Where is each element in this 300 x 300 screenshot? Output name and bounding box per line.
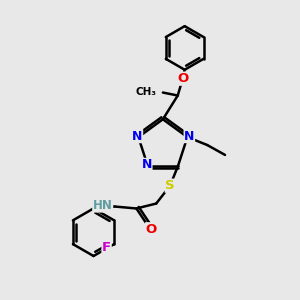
Text: CH₃: CH₃ (136, 86, 157, 97)
Text: O: O (146, 223, 157, 236)
Text: S: S (165, 179, 175, 192)
Text: HN: HN (93, 199, 112, 212)
Text: N: N (184, 130, 194, 142)
Text: F: F (102, 241, 111, 254)
Text: N: N (132, 130, 142, 142)
Text: O: O (177, 72, 188, 85)
Text: N: N (142, 158, 152, 171)
